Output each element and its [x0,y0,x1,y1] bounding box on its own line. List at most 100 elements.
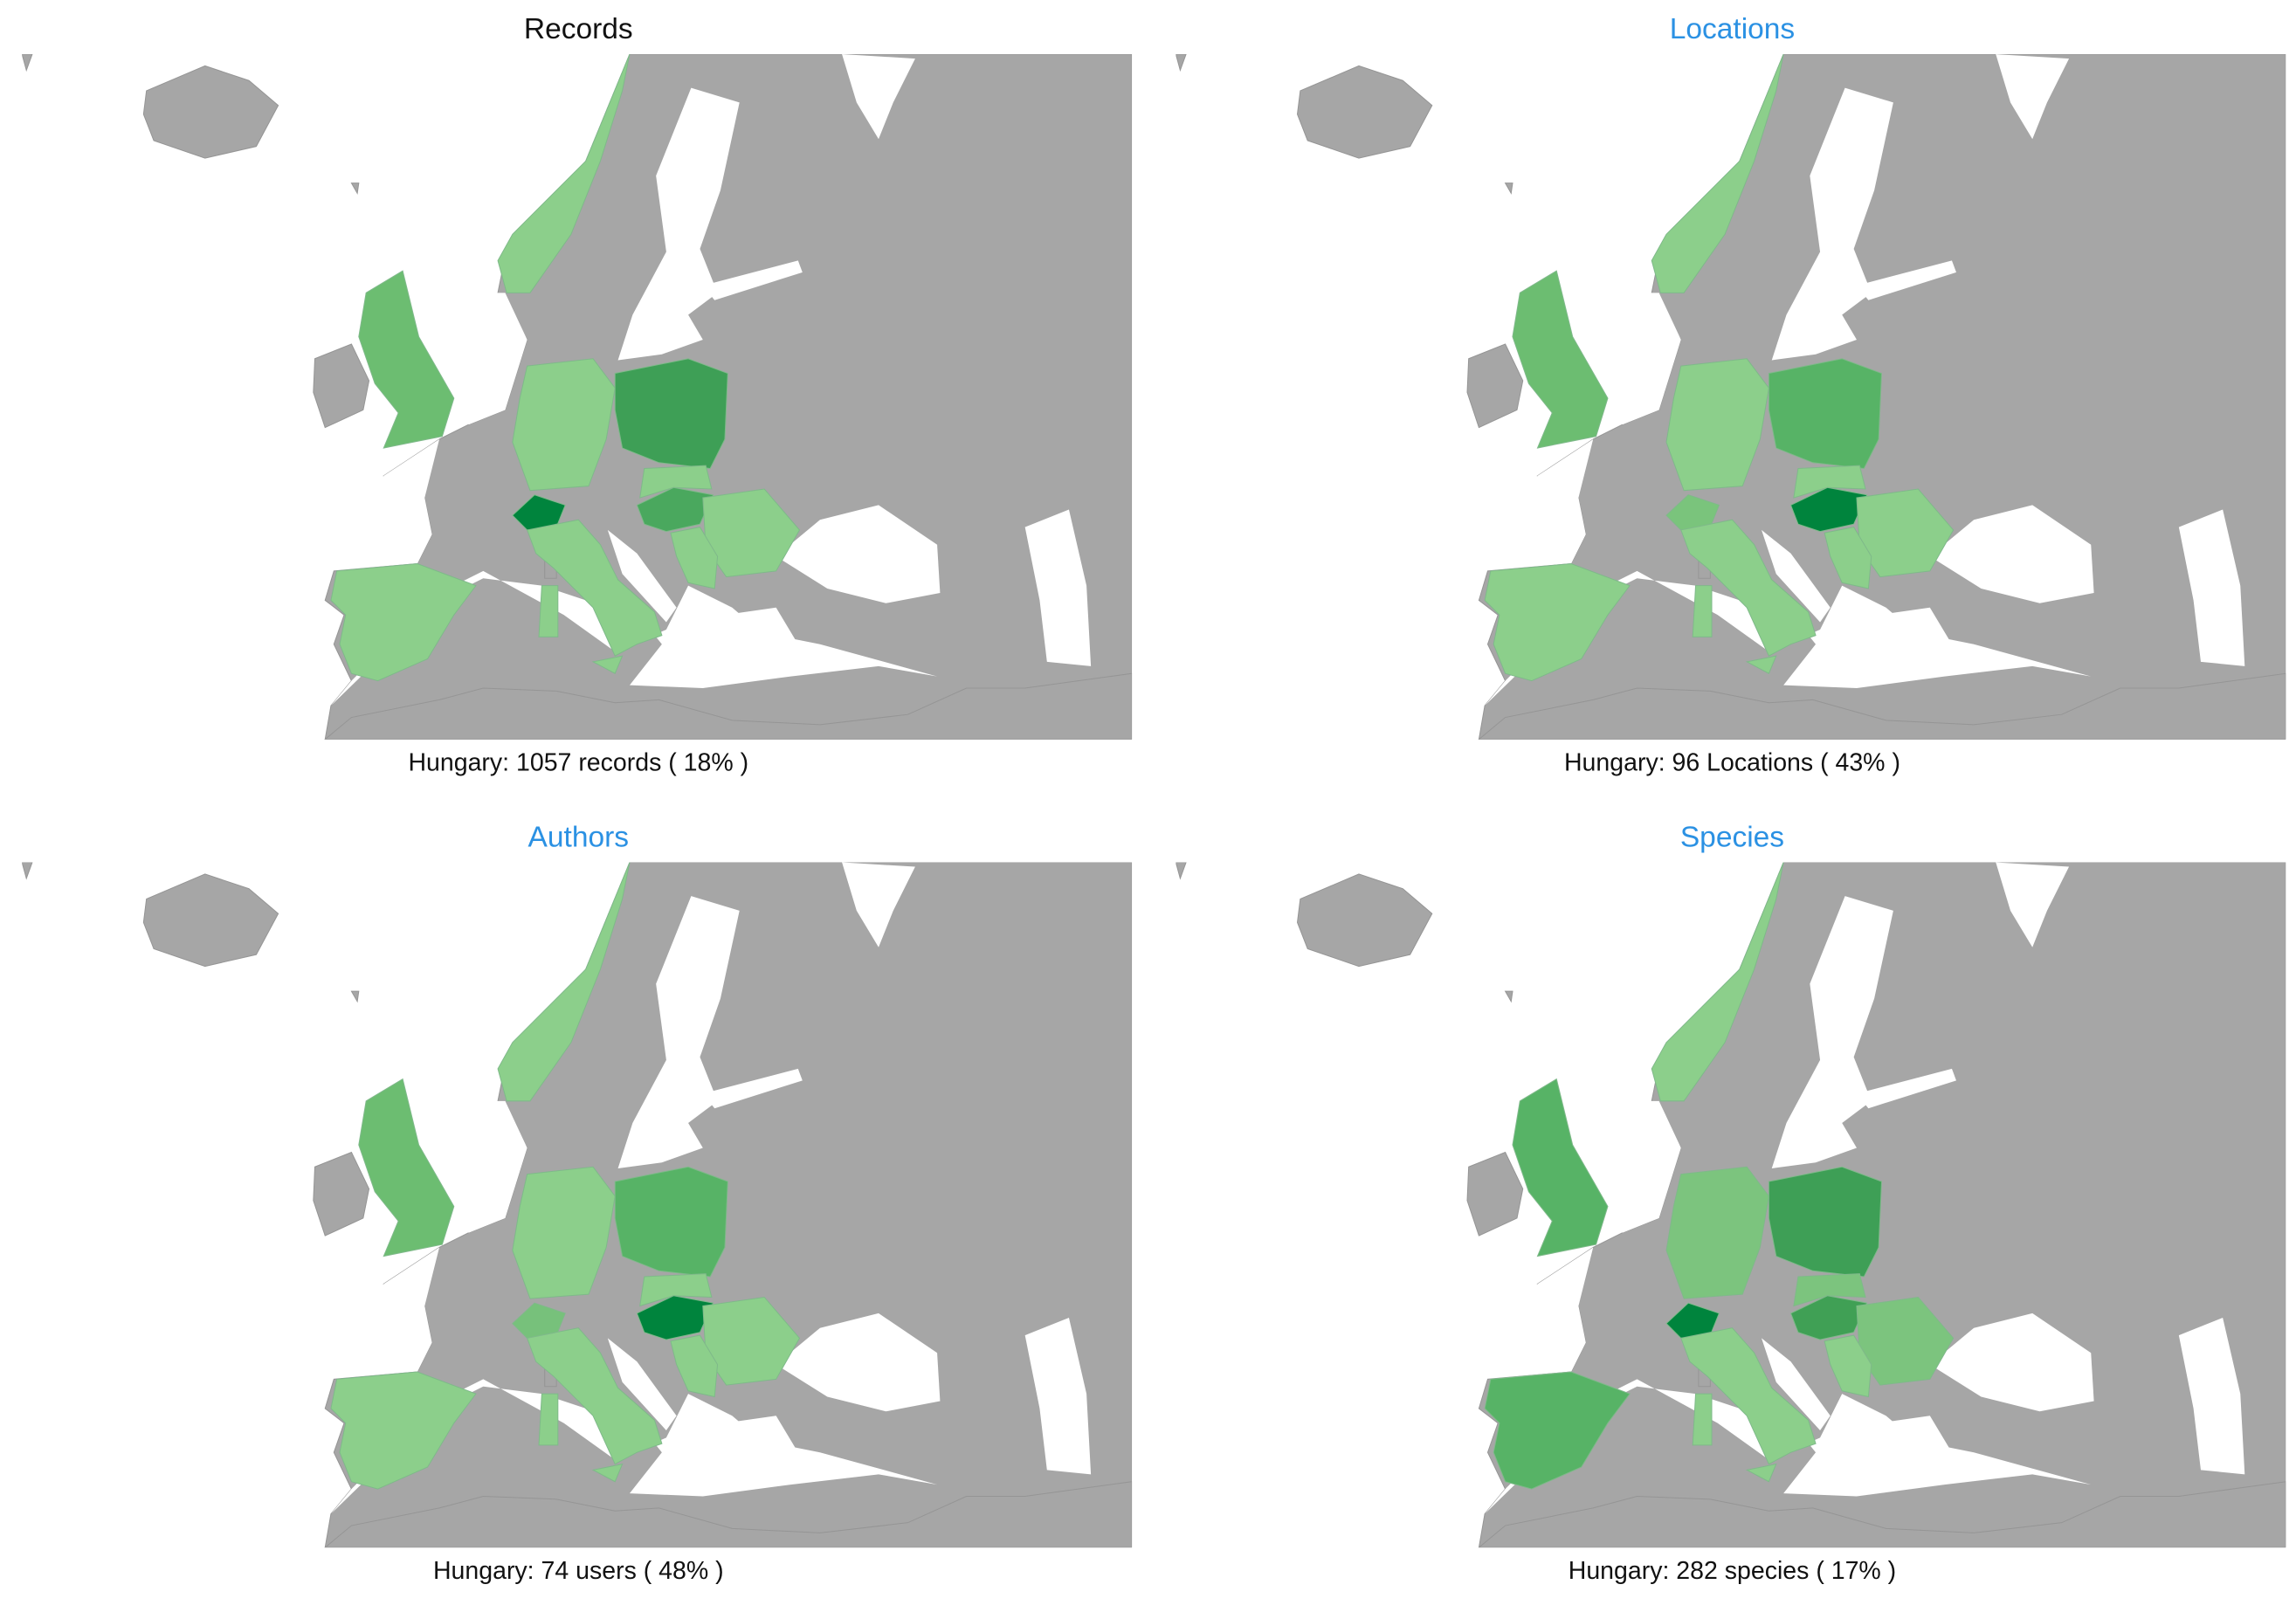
country-sardinia[interactable] [538,1393,559,1446]
choropleth-map [1176,54,2286,740]
country-spain[interactable] [330,1371,477,1490]
country-uk[interactable] [358,270,455,449]
choropleth-map [22,862,1133,1548]
land-faroe [350,183,360,195]
land-greenland [22,862,33,880]
panel-title[interactable]: Locations [1670,13,1795,45]
map-panel: Records Hungary: 1057 records ( 18% ) [22,13,1133,777]
country-poland[interactable] [614,358,728,470]
country-poland[interactable] [1768,1166,1883,1278]
country-germany[interactable] [512,1166,616,1299]
country-norway[interactable] [497,54,631,293]
sea-northsea [453,1100,527,1233]
country-germany[interactable] [1665,1166,1769,1299]
country-slovakia[interactable] [639,465,713,499]
panel-title: Records [524,13,633,45]
country-switzerland[interactable] [1665,494,1720,531]
country-norway[interactable] [1651,862,1784,1102]
country-sicily[interactable] [1745,655,1777,674]
sea-caspian [1024,509,1092,666]
country-norway[interactable] [497,862,631,1102]
land-ireland [1466,1151,1524,1237]
country-sicily[interactable] [1745,1463,1777,1483]
country-switzerland[interactable] [1665,1302,1720,1339]
country-serbia[interactable] [1824,1334,1872,1398]
map-panel: Locations Hungary: 96 Locations ( 43% ) [1176,13,2286,777]
land-faroe [350,990,360,1003]
country-italy[interactable] [526,519,663,657]
country-hungary[interactable] [636,486,714,533]
land-iceland [1296,65,1433,159]
country-spain[interactable] [1484,562,1631,682]
sea-adriatic [607,1338,677,1431]
land-nafrica [1478,1481,2286,1548]
land-iceland [142,873,279,968]
land-faroe [1504,990,1513,1003]
panel-title[interactable]: Authors [528,822,630,854]
sea-aegean [724,607,798,666]
sea-aegean [724,1416,798,1475]
country-poland[interactable] [1768,358,1883,470]
country-norway[interactable] [1651,54,1784,293]
map-panel: Authors Hungary: 74 users ( 48% ) [22,822,1133,1585]
country-uk[interactable] [1512,1078,1609,1257]
country-switzerland[interactable] [512,494,566,531]
country-switzerland[interactable] [512,1302,566,1339]
country-hungary[interactable] [1789,1295,1868,1340]
land-nafrica [324,1481,1133,1548]
panel-caption: Hungary: 1057 records ( 18% ) [408,749,748,777]
country-sardinia[interactable] [538,585,559,637]
land-nafrica [1478,672,2286,740]
country-sicily[interactable] [591,1463,624,1483]
panel-title[interactable]: Species [1680,822,1784,854]
country-sardinia[interactable] [1692,585,1713,637]
country-germany[interactable] [512,358,616,492]
sea-adriatic [1762,529,1831,623]
country-poland[interactable] [614,1166,728,1278]
sea-northsea [1607,1100,1681,1233]
country-hungary[interactable] [636,1295,714,1340]
sea-whitesea [1996,862,2070,947]
country-hungary[interactable] [1789,486,1868,533]
country-italy[interactable] [526,1327,663,1465]
sea-finland_gulf [1856,1068,1956,1109]
country-slovakia[interactable] [1793,1273,1866,1307]
sea-atlantic_bay [1537,1247,1594,1372]
sea-northsea [1607,293,1681,425]
panel-caption: Hungary: 96 Locations ( 43% ) [1564,749,1900,777]
choropleth-map [1176,862,2286,1548]
choropleth-map [22,54,1133,740]
country-spain[interactable] [330,562,477,682]
sea-whitesea [1996,54,2070,140]
land-iceland [142,65,279,159]
country-spain[interactable] [1484,1371,1631,1490]
sea-finland_gulf [702,1068,803,1109]
country-serbia[interactable] [670,527,719,589]
country-italy[interactable] [1680,519,1817,657]
panel-caption: Hungary: 74 users ( 48% ) [433,1557,724,1585]
sea-northsea [453,293,527,425]
land-ireland [313,343,370,429]
sea-finland_gulf [1856,260,1956,300]
sea-whitesea [842,862,915,947]
sea-atlantic_bay [383,1247,440,1372]
country-serbia[interactable] [670,1334,719,1398]
sea-blacksea [776,505,941,603]
sea-aegean [1879,1416,1952,1475]
country-uk[interactable] [358,1078,455,1257]
land-ireland [313,1151,370,1237]
country-slovakia[interactable] [639,1273,713,1307]
country-uk[interactable] [1512,270,1609,449]
country-serbia[interactable] [1824,527,1872,589]
country-sardinia[interactable] [1692,1393,1713,1446]
country-sicily[interactable] [591,655,624,674]
panel-caption: Hungary: 282 species ( 17% ) [1569,1557,1896,1585]
country-slovakia[interactable] [1793,465,1866,499]
sea-caspian [2178,1317,2245,1475]
sea-blacksea [1929,505,2094,603]
country-italy[interactable] [1680,1327,1817,1465]
land-ireland [1466,343,1524,429]
country-germany[interactable] [1665,358,1769,492]
